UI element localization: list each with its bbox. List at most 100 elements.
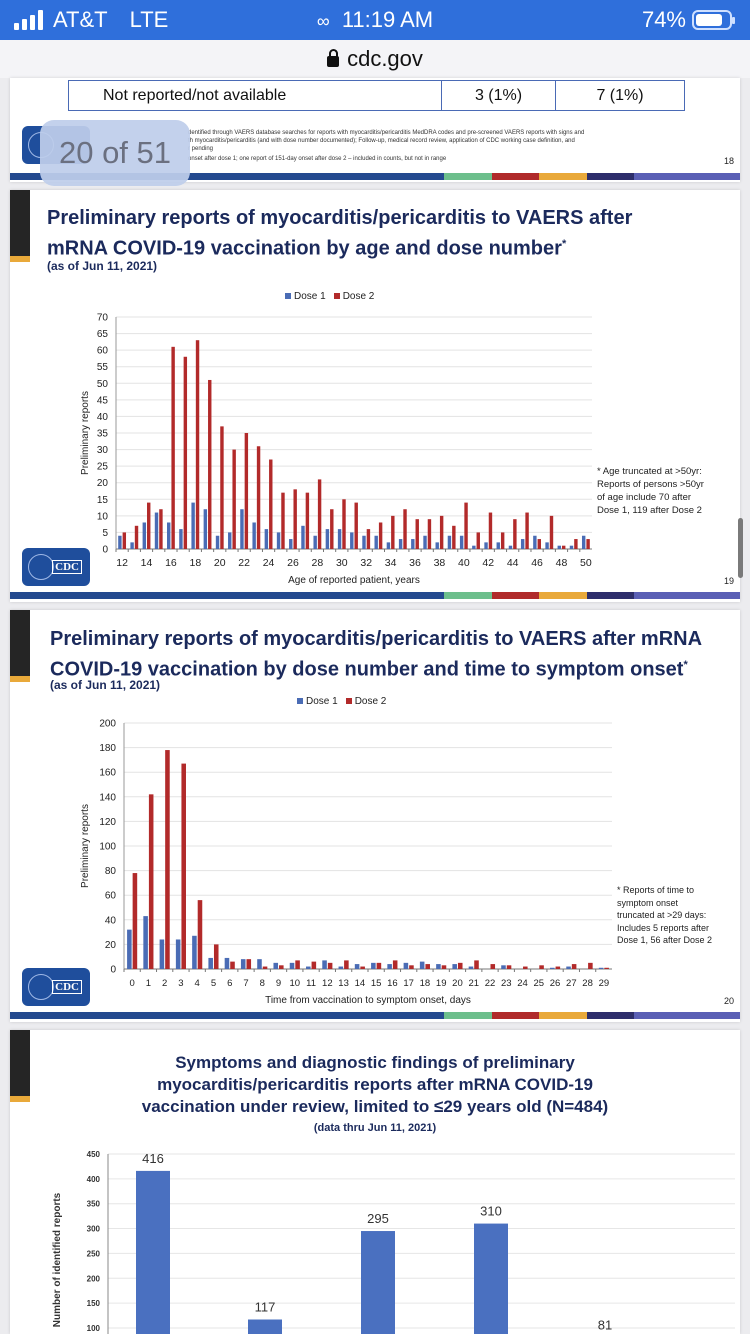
bar-dose2 xyxy=(588,962,593,969)
y-tick-label: 350 xyxy=(87,1200,101,1209)
title-line: mRNA COVID-19 vaccination by age and dos… xyxy=(47,237,562,260)
bar-dose1 xyxy=(257,959,262,969)
y-tick-label: 100 xyxy=(99,842,116,853)
symptoms-bar-chart: 100 150 200 250 300 350 400 450 416 117 295 310 81 Nu… xyxy=(52,1150,735,1334)
bar-dose1 xyxy=(350,532,354,549)
table-cell-label: Not reported/not available xyxy=(69,81,442,110)
cellular-signal-icon xyxy=(14,10,43,30)
y-tick-label: 25 xyxy=(97,462,109,473)
bar-dose2 xyxy=(427,519,432,549)
bar-dose1 xyxy=(545,542,549,549)
bar-dose2 xyxy=(500,532,505,549)
x-tick-label: 20 xyxy=(452,978,463,989)
bar-dose2 xyxy=(574,539,578,549)
bar-dose2 xyxy=(183,356,188,549)
bar-dose2 xyxy=(208,379,212,549)
bar-dose2 xyxy=(537,539,541,549)
y-tick-label: 160 xyxy=(99,768,116,779)
bar-dose2 xyxy=(464,502,468,549)
slide-subtitle: (as of Jun 11, 2021) xyxy=(47,259,158,273)
legend-item-dose2: Dose 2 xyxy=(345,696,386,707)
y-tick-label: 60 xyxy=(105,891,117,902)
bar-dose2 xyxy=(360,966,365,969)
bar-dose1 xyxy=(598,967,604,969)
x-tick-label: 14 xyxy=(141,557,153,569)
bar-dose2 xyxy=(281,492,285,549)
bar xyxy=(248,1319,282,1334)
x-tick-label: 46 xyxy=(531,557,543,569)
x-tick-label: 40 xyxy=(458,557,470,569)
url-domain: cdc.gov xyxy=(347,46,423,71)
x-tick-label: 24 xyxy=(517,978,528,989)
x-tick-label: 9 xyxy=(276,978,281,989)
bar-dose2 xyxy=(425,964,430,969)
stripe-segment xyxy=(634,592,740,599)
scrollbar-thumb[interactable] xyxy=(738,518,743,578)
x-tick-label: 12 xyxy=(116,557,128,569)
bar-dose1 xyxy=(387,964,392,969)
y-tick-label: 20 xyxy=(105,940,117,951)
y-tick-label: 40 xyxy=(97,412,109,423)
x-tick-label: 12 xyxy=(322,978,333,989)
bar xyxy=(474,1223,508,1334)
slide-18: Not reported/not available 3 (1%) 7 (1%)… xyxy=(10,78,740,182)
y-tick-label: 80 xyxy=(105,866,117,877)
bar-dose2 xyxy=(506,965,512,969)
slide-footer-stripe xyxy=(10,173,740,180)
y-tick-label: 35 xyxy=(97,429,109,440)
x-tick-label: 50 xyxy=(580,557,592,569)
data-label: 81 xyxy=(598,1317,612,1332)
x-tick-label: 42 xyxy=(482,557,494,569)
footnote-line: th myocarditis/pericarditis (and with do… xyxy=(188,138,575,144)
bar-dose2 xyxy=(213,944,219,969)
bar-dose2 xyxy=(269,459,273,549)
y-tick-label: 150 xyxy=(87,1299,101,1308)
bar-dose2 xyxy=(391,515,395,549)
slide-page-number: 18 xyxy=(723,156,734,166)
bar-dose2 xyxy=(513,519,517,549)
bar-dose2 xyxy=(376,962,382,969)
y-axis-label: Number of identified reports xyxy=(52,1192,63,1327)
bar-dose2 xyxy=(317,479,322,549)
bar-dose1 xyxy=(325,529,330,549)
bar-dose2 xyxy=(344,960,349,969)
bar-dose1 xyxy=(130,542,134,549)
stripe-segment xyxy=(444,173,492,180)
bar-dose2 xyxy=(392,960,398,969)
bar-dose1 xyxy=(411,539,415,549)
x-tick-label: 2 xyxy=(162,978,167,989)
bar-dose2 xyxy=(132,873,138,969)
x-tick-label: 19 xyxy=(436,978,447,989)
data-label: 310 xyxy=(480,1204,502,1219)
bar-dose2 xyxy=(295,960,300,969)
bar-dose2 xyxy=(490,964,496,969)
bar-dose2 xyxy=(148,794,154,969)
bar-dose2 xyxy=(378,522,383,549)
bar-dose1 xyxy=(452,964,457,969)
bar-dose1 xyxy=(501,965,506,969)
bar-dose1 xyxy=(322,960,327,969)
bar-dose1 xyxy=(459,535,464,549)
bar-dose2 xyxy=(293,489,297,549)
title-line: Preliminary reports of myocarditis/peric… xyxy=(47,207,633,229)
y-tick-label: 40 xyxy=(105,915,117,926)
title-asterisk: * xyxy=(683,659,688,671)
y-tick-label: 300 xyxy=(87,1225,101,1234)
y-tick-label: 400 xyxy=(87,1175,101,1184)
bar-dose2 xyxy=(342,499,346,549)
bar-dose1 xyxy=(289,962,295,969)
address-bar[interactable]: cdc.gov xyxy=(0,40,750,78)
x-tick-label: 30 xyxy=(336,557,348,569)
bar-dose2 xyxy=(354,502,358,549)
x-tick-label: 6 xyxy=(227,978,232,989)
bar-dose1 xyxy=(447,535,452,549)
bar-dose1 xyxy=(468,966,474,969)
y-tick-label: 60 xyxy=(97,346,109,357)
bar-dose1 xyxy=(386,542,391,549)
title-line: myocarditis/pericarditis reports after m… xyxy=(157,1075,593,1094)
stripe-segment xyxy=(539,173,587,180)
bar xyxy=(361,1231,395,1334)
bar-dose2 xyxy=(604,967,609,969)
x-tick-label: 22 xyxy=(485,978,496,989)
bar-dose1 xyxy=(240,959,246,969)
